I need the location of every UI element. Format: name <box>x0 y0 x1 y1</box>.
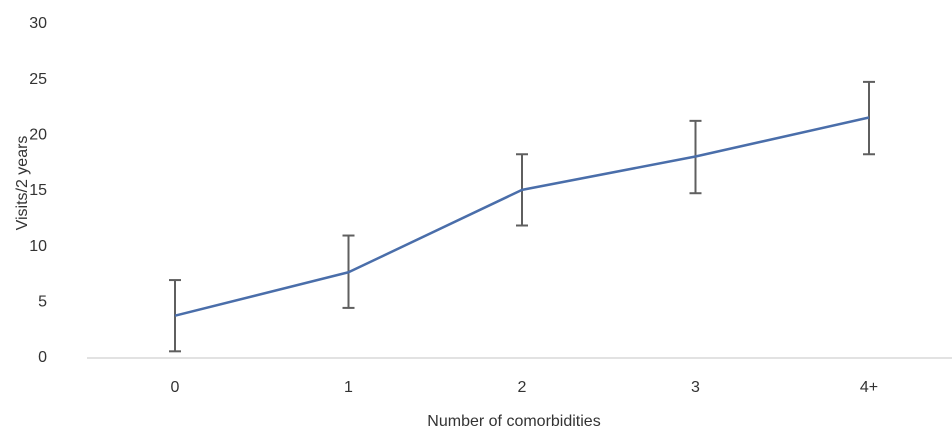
y-tick-label: 0 <box>38 349 47 366</box>
x-tick-label: 1 <box>344 379 353 396</box>
x-tick-label: 4+ <box>860 379 878 396</box>
x-tick-label: 3 <box>691 379 700 396</box>
y-axis-ticks: 0 5 10 15 20 25 30 <box>29 15 47 366</box>
y-tick-label: 5 <box>38 294 47 311</box>
y-tick-label: 15 <box>29 182 47 199</box>
error-bar <box>169 279 181 353</box>
x-axis-title: Number of comorbidities <box>427 413 600 430</box>
error-bars <box>169 80 875 353</box>
y-axis-title: Visits/2 years <box>14 136 31 231</box>
x-axis-ticks: 0 1 2 3 4+ <box>171 379 879 396</box>
y-tick-label: 30 <box>29 15 47 32</box>
y-tick-label: 10 <box>29 238 47 255</box>
x-tick-label: 2 <box>518 379 527 396</box>
x-tick-label: 0 <box>171 379 180 396</box>
series-line <box>174 116 870 317</box>
y-tick-label: 25 <box>29 71 47 88</box>
y-tick-label: 20 <box>29 127 47 144</box>
